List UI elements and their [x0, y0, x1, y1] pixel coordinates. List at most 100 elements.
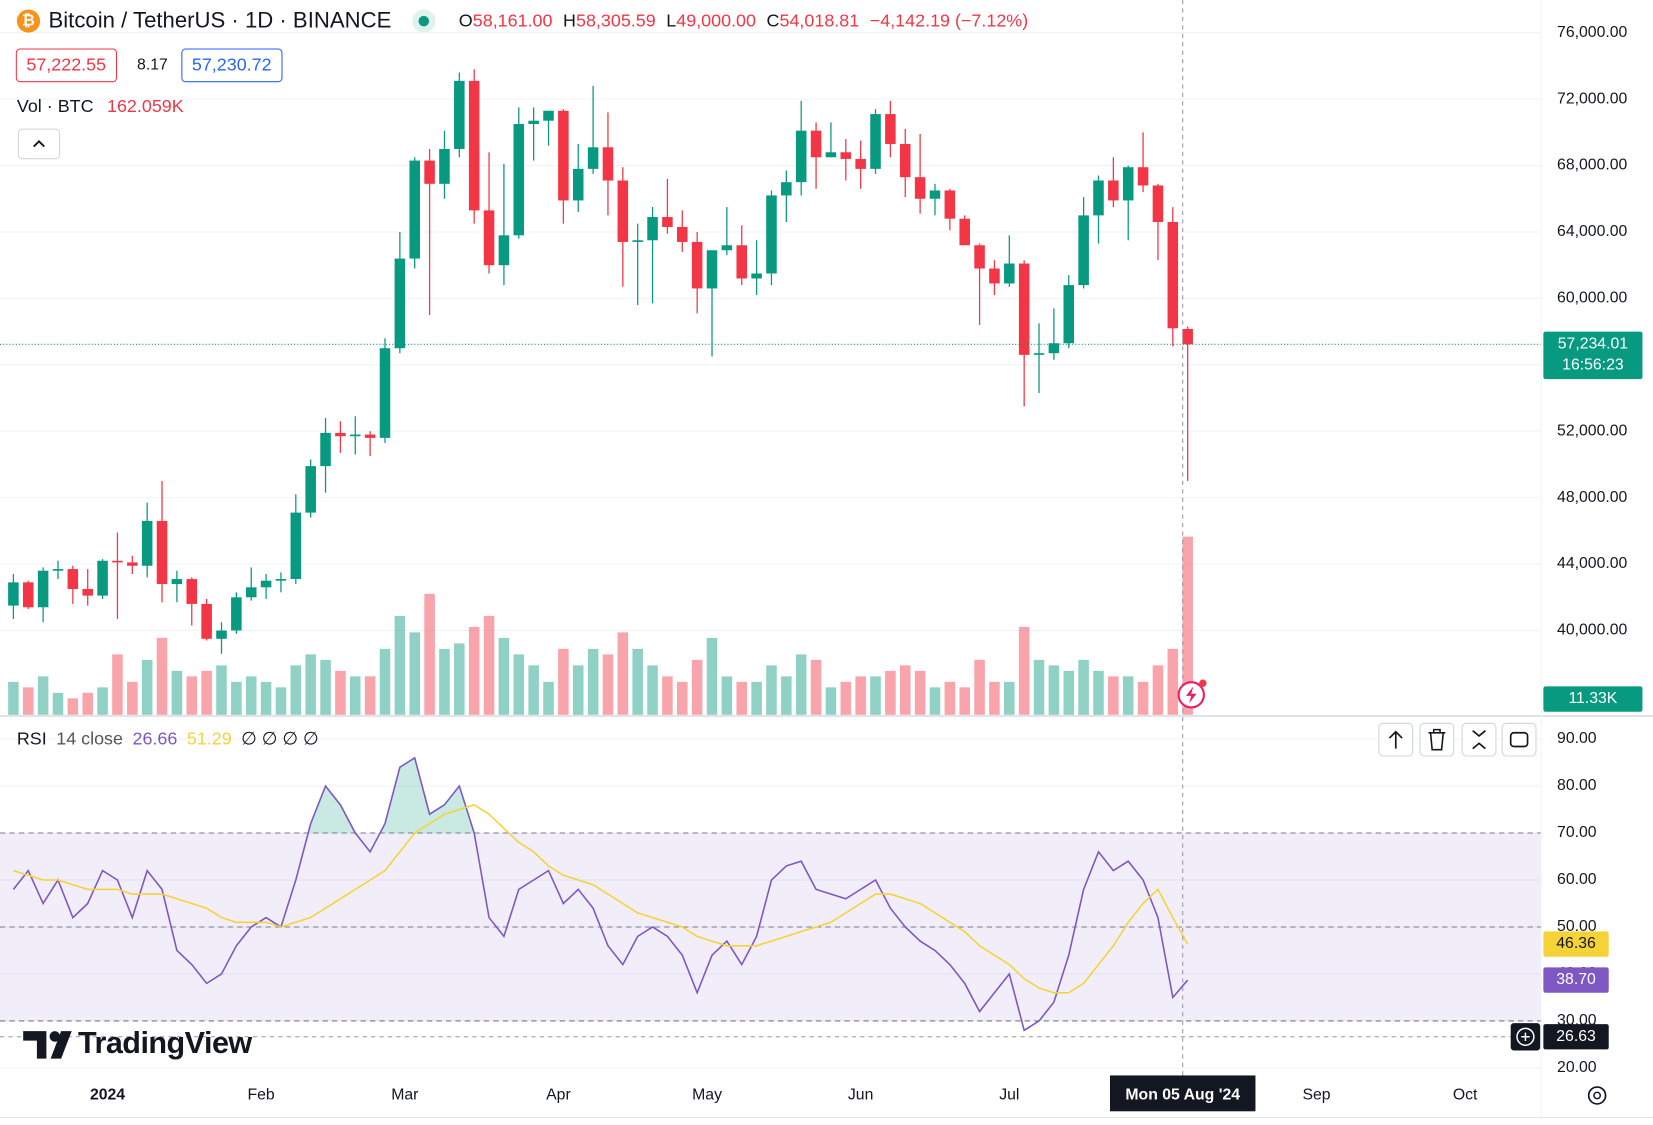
- button-frame[interactable]: [1461, 722, 1497, 757]
- volume-bar: [840, 681, 852, 715]
- candle-body: [795, 130, 807, 183]
- x-tick-label: Feb: [248, 1087, 275, 1104]
- y-tick-label: 60,000.00: [1557, 290, 1627, 307]
- candle-body: [899, 143, 911, 178]
- volume-bar: [691, 659, 703, 715]
- volume-bar: [127, 681, 138, 715]
- add-alert-icon: [1521, 1032, 1530, 1041]
- y-tick-label: 76,000.00: [1557, 24, 1627, 41]
- volume-bar: [483, 615, 495, 715]
- icon-gear-hub[interactable]: [1593, 1091, 1602, 1100]
- chevron[interactable]: [33, 139, 45, 148]
- volume-legend: Vol · BTC 162.059K: [17, 96, 184, 117]
- volume-bar: [766, 665, 777, 715]
- volume-bar: [156, 637, 168, 715]
- settings-button[interactable]: [1587, 1086, 1607, 1105]
- last-value-label: 38.70: [1556, 971, 1596, 988]
- button-frame[interactable]: [1501, 722, 1537, 757]
- rsi-ma-line: [13, 803, 1189, 994]
- volume-bar: [929, 687, 941, 715]
- last-value-box: [1543, 967, 1609, 993]
- symbol-title: Bitcoin / TetherUS · 1D · BINANCE: [48, 8, 392, 33]
- volume-bar: [454, 643, 465, 715]
- candle-body: [929, 190, 941, 199]
- rsi-ma-value: 51.29: [186, 728, 232, 749]
- ask-price[interactable]: 57,230.72: [181, 48, 283, 83]
- live-icon-dot: [1199, 679, 1207, 687]
- candle-body: [275, 579, 287, 581]
- candle-body: [8, 582, 19, 606]
- candle-body: [1137, 167, 1149, 186]
- y-tick-label: 20.00: [1557, 1059, 1597, 1076]
- x-tick-label: Jul: [999, 1087, 1019, 1104]
- candle-body: [647, 217, 658, 241]
- volume-bar: [409, 632, 420, 715]
- candle-body: [1018, 263, 1030, 355]
- candle-body: [870, 114, 881, 169]
- candle-body: [1152, 185, 1164, 223]
- y-tick-label: 64,000.00: [1557, 223, 1627, 240]
- candle-body: [959, 218, 970, 246]
- volume-scale-box: [1543, 686, 1643, 712]
- volume-bar: [989, 681, 1000, 715]
- volume-bar: [706, 637, 718, 715]
- icon-arrow[interactable]: [1388, 730, 1403, 749]
- icon-gear[interactable]: [1587, 1086, 1607, 1105]
- candle-body: [127, 562, 138, 566]
- volume-title: Vol · BTC: [16, 95, 94, 116]
- volume-bar: [260, 681, 272, 715]
- candle-body: [825, 152, 837, 158]
- button-frame[interactable]: [1419, 722, 1455, 757]
- volume-bar: [498, 637, 510, 715]
- coin-icon: ₿: [16, 9, 41, 33]
- live-icon: [1177, 679, 1207, 709]
- volume-bar: [543, 681, 554, 715]
- delete-button[interactable]: [1419, 722, 1455, 757]
- candle-body: [558, 110, 569, 201]
- candle-body: [691, 241, 703, 289]
- candle-body: [439, 148, 450, 184]
- candle-body: [662, 217, 673, 227]
- volume-bar: [186, 676, 198, 715]
- candle-body: [513, 124, 525, 236]
- legend-toggle-icon[interactable]: [19, 130, 59, 158]
- volume-bar: [216, 665, 227, 715]
- ohlc-value: 58,305.59: [575, 10, 656, 31]
- volume-bar: [335, 670, 346, 715]
- rsi-title: RSI: [16, 728, 47, 749]
- volume-layer: [8, 536, 1193, 715]
- symbol-row: ₿ Bitcoin / TetherUS · 1D · BINANCE O58,…: [16, 8, 1028, 33]
- volume-bar: [810, 659, 822, 715]
- candle-body: [706, 250, 718, 289]
- volume-bar: [899, 665, 911, 715]
- icon-collapse[interactable]: [1472, 730, 1486, 750]
- volume-bar: [662, 676, 673, 715]
- y-tick-label: 90.00: [1557, 730, 1597, 747]
- volume-bar: [632, 648, 643, 715]
- candle-body: [528, 120, 539, 125]
- candle-body: [810, 130, 822, 158]
- legend-toggle[interactable]: [17, 128, 61, 160]
- bid-price[interactable]: 57,222.55: [15, 48, 117, 83]
- volume-bar: [587, 648, 599, 715]
- volume-bar: [1182, 536, 1193, 715]
- move-up-button[interactable]: [1378, 722, 1414, 757]
- rsi-value: 26.66: [132, 728, 178, 749]
- more-button[interactable]: [1501, 722, 1537, 757]
- volume-bar: [349, 676, 361, 715]
- icon-maximize[interactable]: [1509, 731, 1529, 748]
- icon-trash[interactable]: [1428, 728, 1446, 751]
- volume-bar: [439, 648, 450, 715]
- last-price-label: 57,234.01: [1558, 335, 1628, 352]
- volume-bar: [394, 615, 406, 715]
- ohlc-value: 58,161.00: [472, 10, 553, 31]
- overbought-fill: [308, 757, 475, 834]
- volume-bar: [1063, 670, 1075, 715]
- volume-bar: [572, 665, 584, 715]
- ohlc-label: H: [563, 10, 576, 31]
- volume-bar: [721, 676, 733, 715]
- collapse-button[interactable]: [1461, 722, 1497, 757]
- candle-body: [1182, 328, 1193, 345]
- candle-body: [112, 560, 123, 563]
